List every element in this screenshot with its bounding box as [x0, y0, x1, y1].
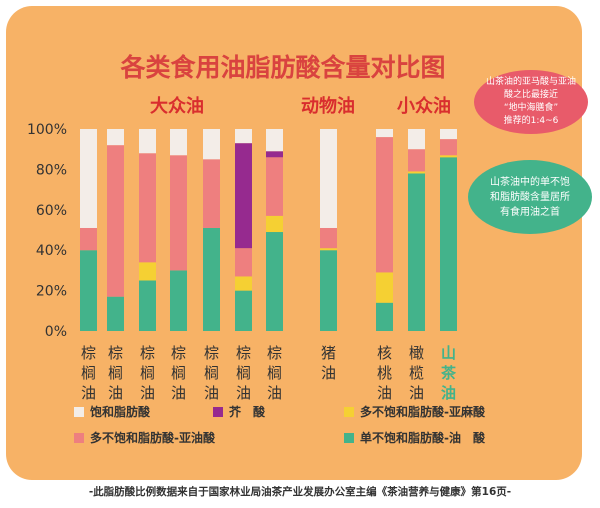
bar-segment: [139, 129, 156, 154]
bar-segment: [266, 151, 283, 158]
bar-segment: [203, 159, 220, 228]
x-tick-label: 棕榈油: [108, 344, 123, 402]
bar-segment: [203, 227, 220, 331]
bar-segment: [107, 296, 124, 331]
bar-segment: [80, 129, 97, 228]
bar-segment: [266, 215, 283, 233]
bar-segment: [266, 129, 283, 152]
legend-swatch: [74, 407, 84, 417]
bar-segment: [408, 129, 425, 150]
bar-segment: [376, 302, 393, 331]
x-tick-label: 棕榈油: [204, 344, 219, 402]
bar-segment: [320, 250, 337, 331]
bar-segment: [320, 129, 337, 228]
legend-label: 多不饱和脂肪酸-亚麻酸: [360, 404, 486, 419]
legend-swatch: [344, 433, 354, 443]
bar-segment: [107, 129, 124, 146]
legend-swatch: [213, 407, 223, 417]
bar-segment: [80, 250, 97, 331]
bar-segment: [266, 232, 283, 331]
legend-swatch: [74, 433, 84, 443]
legend-label: 单不饱和脂肪酸-油 酸: [360, 430, 486, 445]
x-tick-label: 核桃油: [377, 344, 392, 402]
bar-segment: [235, 143, 252, 249]
bar-segment: [376, 272, 393, 303]
bar-segment: [139, 280, 156, 331]
legend-label: 饱和脂肪酸: [90, 404, 151, 419]
bar-segment: [440, 139, 457, 156]
callout-ratio-line: 推荐的1:4~6: [503, 116, 559, 126]
bar-segment: [170, 270, 187, 331]
bar-segment: [107, 145, 124, 297]
bar-segment: [203, 129, 220, 160]
legend-label: 芥 酸: [229, 404, 266, 419]
bar-segment: [376, 137, 393, 273]
bar-segment: [170, 155, 187, 271]
y-tick-label: 100%: [27, 122, 67, 138]
y-tick-label: 60%: [36, 203, 67, 219]
x-tick-label: 橄榄油: [409, 344, 424, 402]
bar-segment: [139, 262, 156, 281]
y-tick-label: 40%: [36, 243, 67, 259]
bar-segment: [408, 173, 425, 331]
group-label: 动物油: [301, 95, 355, 117]
group-labels: 大众油 动物油 小众油: [150, 95, 451, 117]
bar-segment: [235, 129, 252, 144]
bar-segment: [235, 248, 252, 277]
bar-segment: [440, 157, 457, 331]
y-tick-label: 0%: [45, 324, 67, 340]
x-tick-label: 山茶油: [441, 344, 457, 402]
y-tick-label: 80%: [36, 162, 67, 178]
x-tick-label: 棕榈油: [236, 344, 251, 402]
bar-segment: [440, 129, 457, 140]
bar-segment: [266, 157, 283, 216]
bar-segment: [139, 153, 156, 263]
bar-segment: [408, 149, 425, 172]
group-label: 大众油: [150, 95, 204, 117]
group-label: 小众油: [397, 95, 451, 117]
bar-segment: [320, 227, 337, 249]
x-tick-label: 棕榈油: [171, 344, 186, 402]
x-tick-label: 棕榈油: [140, 344, 155, 402]
y-tick-label: 20%: [36, 284, 67, 300]
bar-segment: [170, 129, 187, 156]
callout-ratio-line: 酸之比最接近: [503, 90, 558, 100]
x-tick-label: 棕榈油: [81, 344, 96, 402]
callout-monounsaturated: 山茶油中的单不饱 和脂肪酸含量居所 有食用油之首: [468, 160, 592, 234]
x-tick-label: 猪油: [321, 344, 336, 382]
source-note: -此脂肪酸比例数据来自于国家林业局油茶产业发展办公室主编《茶油营养与健康》第16…: [88, 486, 512, 498]
callout-ratio-line: “地中海膳食”: [503, 103, 559, 113]
legend-swatch: [344, 407, 354, 417]
callout-mono-line: 有食用油之首: [500, 206, 560, 218]
chart-title: 各类食用油脂肪酸含量对比图: [119, 53, 445, 82]
bar-segment: [80, 227, 97, 251]
callout-ratio: 山茶油的亚马酸与亚油 酸之比最接近 “地中海膳食” 推荐的1:4~6: [474, 70, 588, 134]
legend-label: 多不饱和脂肪酸-亚油酸: [90, 430, 216, 445]
bar-segment: [408, 171, 425, 174]
bar-segment: [440, 155, 457, 158]
callout-mono-line: 山茶油中的单不饱: [490, 176, 570, 188]
bar-segment: [376, 129, 393, 138]
callout-ratio-line: 山茶油的亚马酸与亚油: [485, 77, 576, 87]
bars: [80, 129, 457, 331]
y-axis: 0% 20% 40% 60% 80% 100%: [27, 122, 67, 340]
bar-segment: [320, 248, 337, 251]
bar-segment: [235, 276, 252, 291]
x-tick-label: 棕榈油: [267, 344, 282, 402]
bar-segment: [235, 290, 252, 331]
callout-mono-line: 和脂肪酸含量居所: [490, 191, 570, 203]
